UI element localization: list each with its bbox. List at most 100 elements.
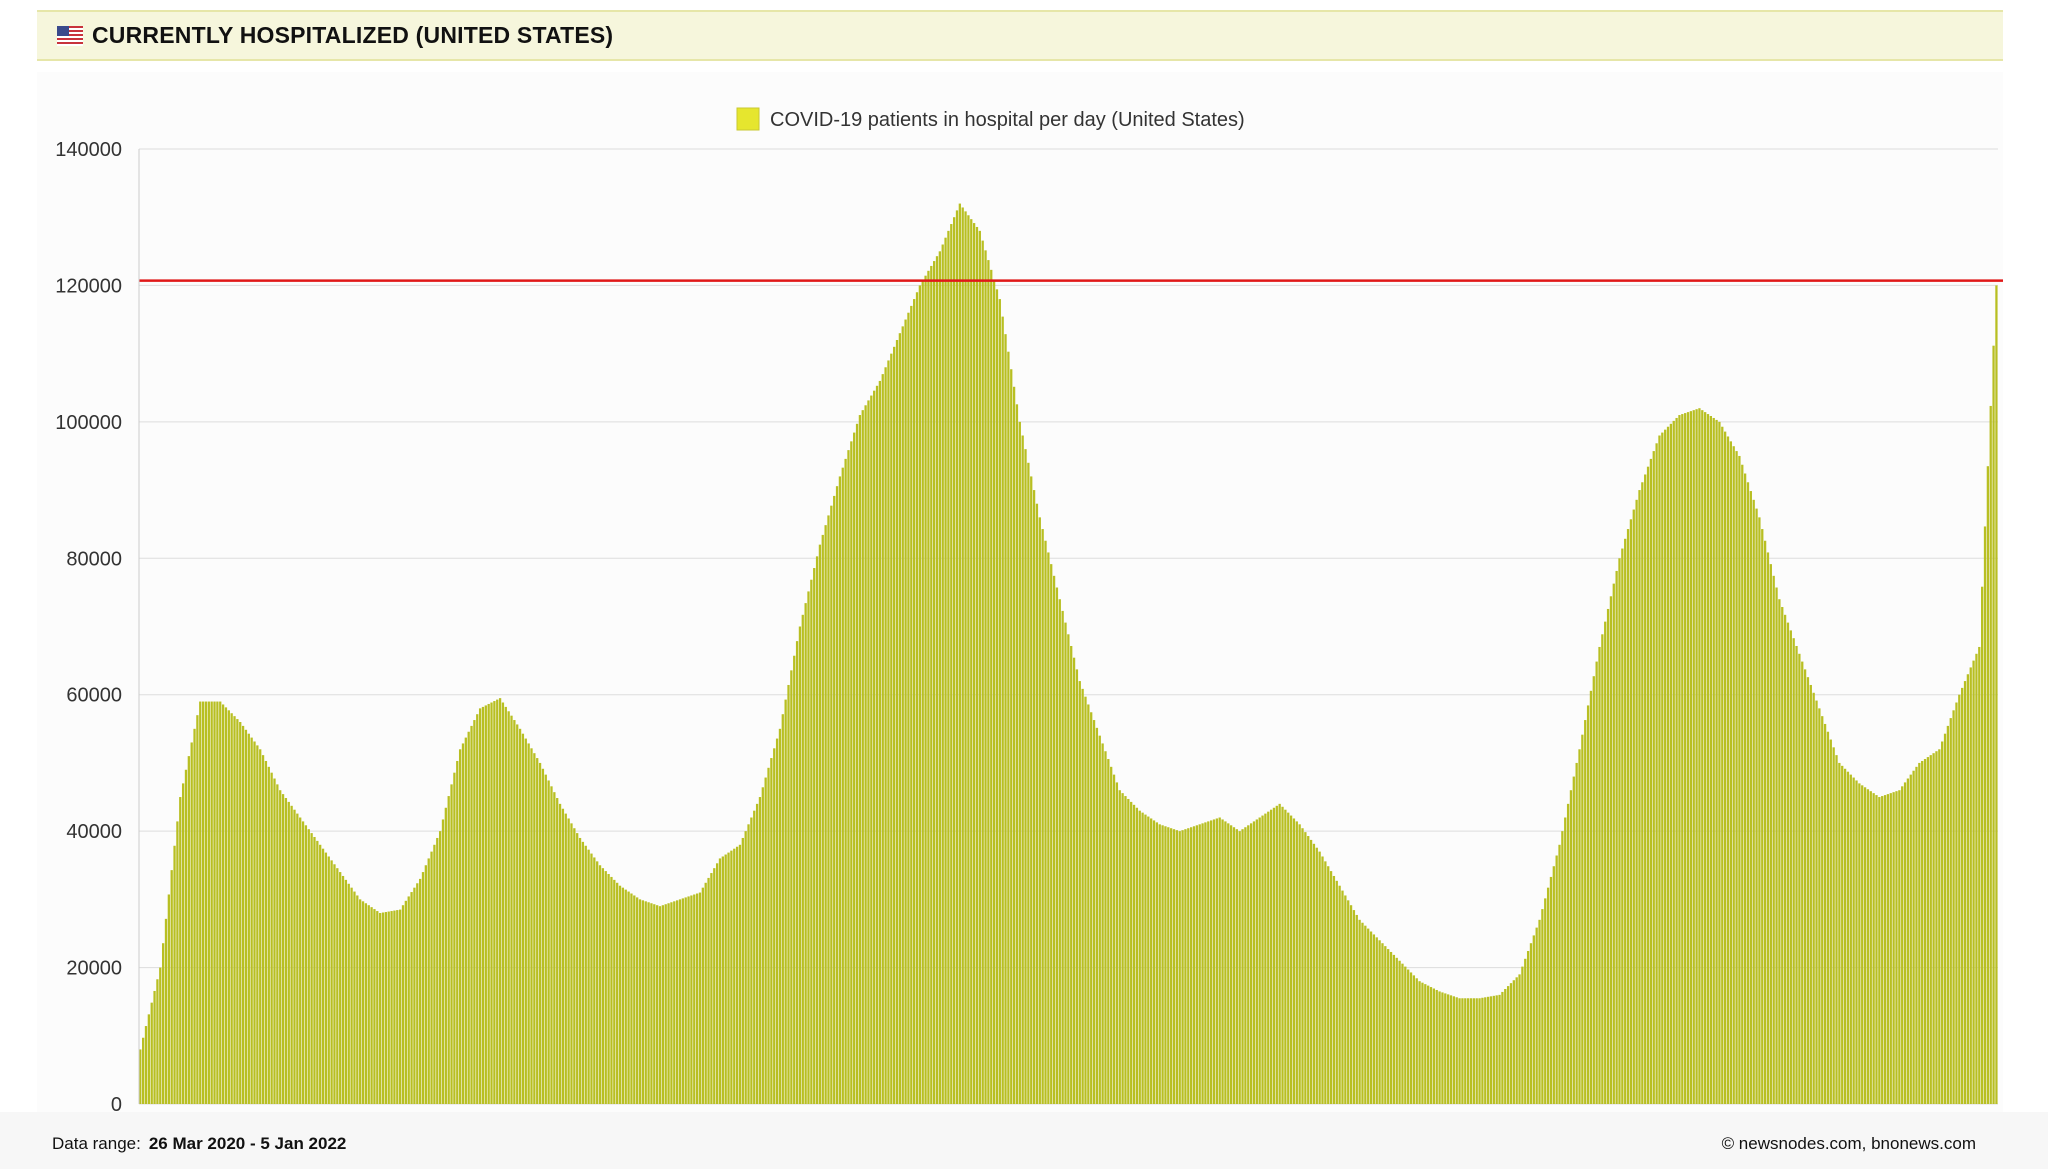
bar xyxy=(1781,607,1784,1104)
bar xyxy=(1112,774,1116,1104)
bar xyxy=(1098,735,1101,1104)
bar xyxy=(741,837,744,1104)
bar xyxy=(1861,785,1864,1104)
bar xyxy=(693,894,696,1104)
bar xyxy=(964,211,967,1104)
bar xyxy=(715,863,719,1104)
bar xyxy=(1135,807,1139,1104)
bar xyxy=(1090,712,1093,1104)
bar xyxy=(901,326,904,1104)
bar xyxy=(793,655,796,1104)
bar xyxy=(1172,829,1176,1104)
bar xyxy=(918,285,921,1104)
bar xyxy=(1344,895,1347,1104)
bar xyxy=(1375,937,1378,1104)
bar xyxy=(139,1049,142,1104)
bar xyxy=(1015,404,1019,1104)
bar xyxy=(1664,429,1667,1104)
bar xyxy=(724,854,727,1104)
bar xyxy=(1795,645,1798,1104)
y-tick-label: 20000 xyxy=(66,958,122,980)
bar xyxy=(1992,345,1995,1104)
bar xyxy=(944,237,947,1104)
bar xyxy=(921,280,924,1104)
bar xyxy=(207,701,210,1104)
bar xyxy=(393,910,396,1104)
bar xyxy=(1441,992,1444,1104)
bar xyxy=(387,911,390,1104)
bar xyxy=(1783,614,1787,1104)
bar xyxy=(1769,564,1772,1104)
bar xyxy=(1195,825,1198,1104)
bar xyxy=(1218,817,1221,1104)
bar xyxy=(427,858,430,1104)
bar xyxy=(990,269,993,1105)
bar xyxy=(1509,983,1513,1104)
bar xyxy=(1212,819,1216,1104)
bar xyxy=(1078,681,1081,1104)
bar xyxy=(481,706,485,1104)
bar xyxy=(1287,812,1290,1104)
bar xyxy=(1592,676,1595,1104)
bar xyxy=(1698,408,1701,1105)
bar xyxy=(833,495,836,1104)
bar xyxy=(247,733,250,1104)
bar xyxy=(753,810,756,1104)
bar xyxy=(456,760,459,1104)
bar xyxy=(1686,412,1690,1104)
bar xyxy=(687,896,690,1104)
bar xyxy=(541,768,545,1104)
bar xyxy=(1584,720,1587,1104)
bar xyxy=(359,899,362,1104)
bar xyxy=(1207,821,1210,1104)
bar xyxy=(1669,423,1673,1104)
bar xyxy=(1775,587,1778,1104)
bar xyxy=(558,803,562,1104)
bar xyxy=(972,223,976,1104)
bar xyxy=(830,505,833,1104)
bar xyxy=(553,792,556,1104)
bar xyxy=(1475,998,1478,1104)
bar xyxy=(1835,755,1838,1104)
bar xyxy=(1718,421,1721,1104)
bar xyxy=(527,743,530,1104)
bar xyxy=(1378,940,1381,1104)
bar xyxy=(484,705,487,1104)
bar xyxy=(384,912,387,1104)
bar xyxy=(1989,405,1992,1104)
bar xyxy=(1675,417,1678,1105)
bar xyxy=(476,714,479,1104)
bar xyxy=(1201,823,1204,1104)
bar xyxy=(1935,751,1938,1104)
bar xyxy=(618,885,622,1104)
bar xyxy=(1072,657,1076,1104)
bar xyxy=(787,684,790,1104)
bar xyxy=(1167,827,1170,1104)
bar xyxy=(1007,351,1010,1104)
bar xyxy=(781,714,784,1104)
bar xyxy=(898,333,902,1104)
data-range: Data range: 26 Mar 2020 - 5 Jan 2022 xyxy=(52,1134,346,1154)
bar xyxy=(1909,774,1912,1104)
bar xyxy=(533,753,536,1104)
bar xyxy=(1204,822,1207,1104)
bar xyxy=(256,745,259,1104)
bar xyxy=(855,423,859,1104)
bar xyxy=(413,887,416,1104)
bar xyxy=(441,819,445,1104)
bar xyxy=(970,219,973,1104)
bar xyxy=(1349,905,1353,1104)
bar xyxy=(321,848,325,1104)
bar xyxy=(1338,885,1341,1104)
bar xyxy=(301,821,305,1104)
bar xyxy=(336,868,339,1104)
bar xyxy=(190,742,193,1104)
bar xyxy=(1752,499,1755,1104)
bar xyxy=(1041,529,1044,1104)
bar xyxy=(1121,793,1124,1104)
bar xyxy=(1678,415,1681,1104)
bar xyxy=(1447,994,1450,1104)
bar xyxy=(1001,316,1004,1104)
bar xyxy=(267,766,270,1104)
bar xyxy=(299,817,302,1104)
